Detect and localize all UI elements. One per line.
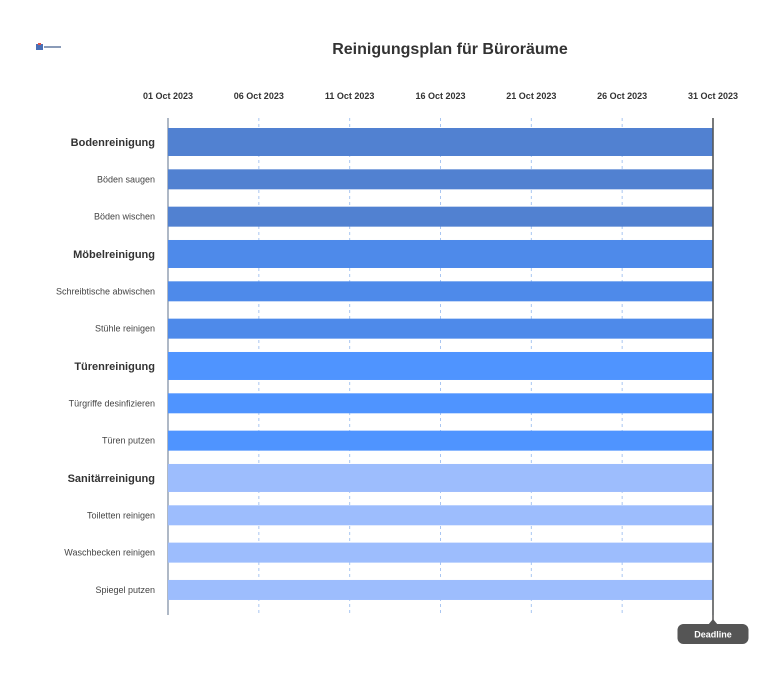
- deadline-label: Deadline: [694, 630, 732, 640]
- task-bar: [168, 169, 713, 190]
- task-bar: [168, 206, 713, 227]
- deadline-marker: Deadline: [677, 118, 749, 644]
- group-label: Sanitärreinigung: [68, 473, 155, 485]
- group-bar: [168, 351, 713, 380]
- task-label: Türen putzen: [102, 436, 155, 446]
- task-bar: [168, 505, 713, 526]
- deadline-badge: [677, 624, 749, 644]
- x-tick-label: 01 Oct 2023: [143, 91, 193, 101]
- task-label: Türgriffe desinfizieren: [69, 398, 155, 408]
- task-bar: [168, 318, 713, 339]
- task-bar: [168, 542, 713, 563]
- group-label: Bodenreinigung: [71, 137, 155, 149]
- x-tick-label: 21 Oct 2023: [506, 91, 556, 101]
- task-label: Böden wischen: [94, 212, 155, 222]
- task-bar: [168, 579, 713, 600]
- group-bar: [168, 239, 713, 268]
- x-tick-label: 26 Oct 2023: [597, 91, 647, 101]
- x-tick-label: 06 Oct 2023: [234, 91, 284, 101]
- group-bar: [168, 463, 713, 492]
- task-bar: [168, 281, 713, 302]
- group-label: Möbelreinigung: [73, 249, 155, 261]
- task-labels: Bodenreinigung Böden saugen Böden wischen M…: [56, 137, 155, 595]
- task-label: Böden saugen: [97, 174, 155, 184]
- group-bar: [168, 128, 713, 156]
- task-label: Toiletten reinigen: [87, 510, 155, 520]
- group-label: Türenreinigung: [74, 361, 155, 373]
- x-tick-label: 16 Oct 2023: [415, 91, 465, 101]
- task-bar: [168, 393, 713, 414]
- task-label: Stühle reinigen: [95, 324, 155, 334]
- x-axis-ticks: 01 Oct 2023 06 Oct 2023 11 Oct 2023 16 Oct …: [143, 91, 738, 101]
- x-tick-label: 31 Oct 2023: [688, 91, 738, 101]
- task-bars: [168, 128, 713, 600]
- task-bar: [168, 430, 713, 451]
- x-tick-label: 11 Oct 2023: [325, 91, 375, 101]
- task-label: Waschbecken reinigen: [64, 548, 155, 558]
- chart-title: Reinigungsplan für Büroräume: [332, 41, 568, 58]
- task-label: Spiegel putzen: [95, 585, 155, 595]
- logo-image: [36, 38, 62, 50]
- deadline-pointer: [708, 619, 718, 625]
- task-label: Schreibtische abwischen: [56, 286, 155, 296]
